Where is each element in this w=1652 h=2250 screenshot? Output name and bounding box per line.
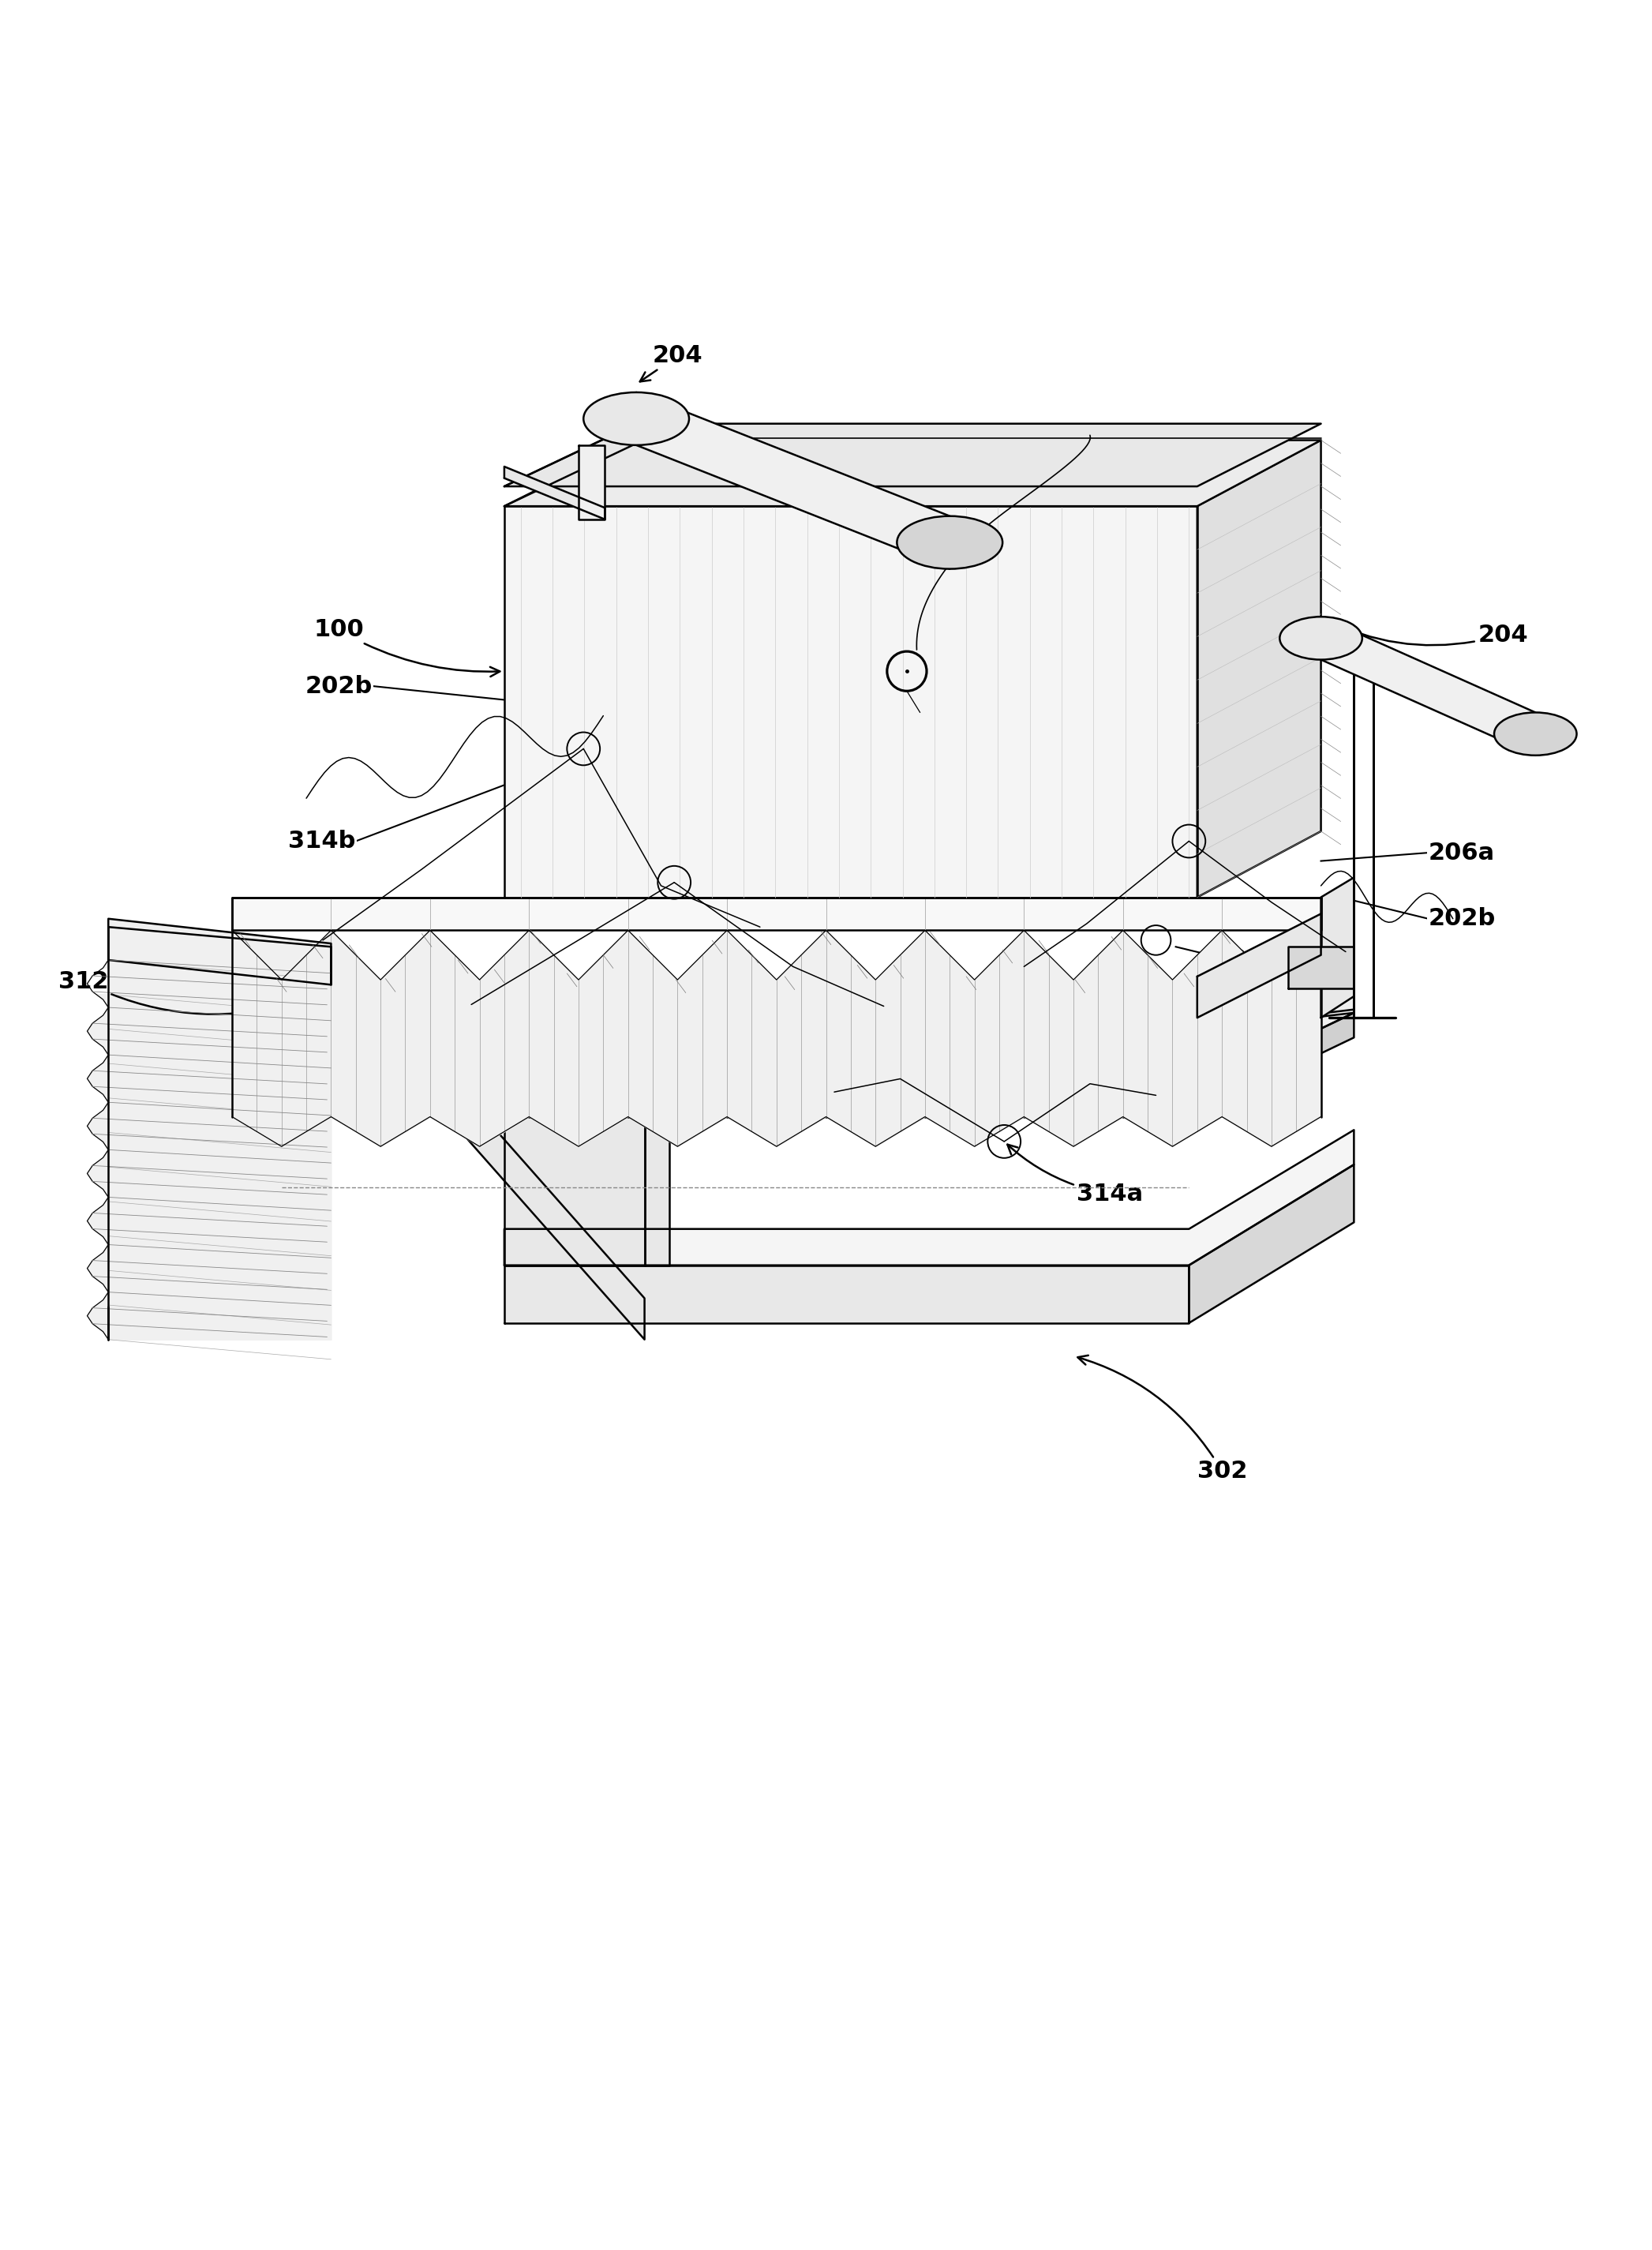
- Ellipse shape: [1493, 713, 1576, 756]
- Text: 202b: 202b: [306, 675, 372, 698]
- Polygon shape: [1322, 878, 1355, 1017]
- Text: 309: 309: [776, 655, 904, 785]
- Text: 206b: 206b: [1231, 950, 1297, 972]
- Text: 312: 312: [58, 970, 294, 1015]
- Polygon shape: [1289, 947, 1355, 988]
- Polygon shape: [669, 977, 1355, 1091]
- Text: 308: 308: [1021, 531, 1173, 553]
- Polygon shape: [504, 423, 1322, 486]
- Polygon shape: [109, 918, 330, 986]
- Text: 202b: 202b: [1429, 907, 1495, 929]
- Polygon shape: [504, 1130, 1355, 1265]
- Text: 314a: 314a: [679, 880, 805, 914]
- Polygon shape: [1198, 441, 1322, 898]
- Polygon shape: [1189, 1012, 1355, 1116]
- Polygon shape: [504, 466, 605, 520]
- Polygon shape: [636, 392, 950, 569]
- Text: 204: 204: [639, 344, 702, 383]
- Polygon shape: [1189, 1166, 1355, 1323]
- Polygon shape: [644, 1091, 669, 1265]
- Polygon shape: [578, 446, 605, 520]
- Ellipse shape: [1280, 617, 1363, 659]
- Ellipse shape: [583, 392, 689, 446]
- Text: 206a: 206a: [1429, 842, 1495, 864]
- Polygon shape: [231, 898, 1322, 929]
- Text: 314b: 314b: [289, 830, 355, 853]
- Polygon shape: [504, 506, 1198, 898]
- Polygon shape: [504, 1091, 1189, 1116]
- Polygon shape: [504, 1264, 1189, 1323]
- Text: 314a: 314a: [1008, 1145, 1143, 1206]
- Text: 100: 100: [314, 619, 501, 677]
- Text: 204: 204: [1325, 619, 1528, 646]
- Ellipse shape: [897, 515, 1003, 569]
- Polygon shape: [1198, 914, 1322, 1017]
- Polygon shape: [504, 441, 1322, 506]
- Polygon shape: [504, 977, 1355, 1091]
- Text: 310: 310: [1036, 466, 1148, 520]
- Polygon shape: [1322, 617, 1535, 756]
- Polygon shape: [330, 943, 644, 1339]
- Polygon shape: [504, 1091, 644, 1265]
- Text: 302: 302: [1077, 1354, 1247, 1483]
